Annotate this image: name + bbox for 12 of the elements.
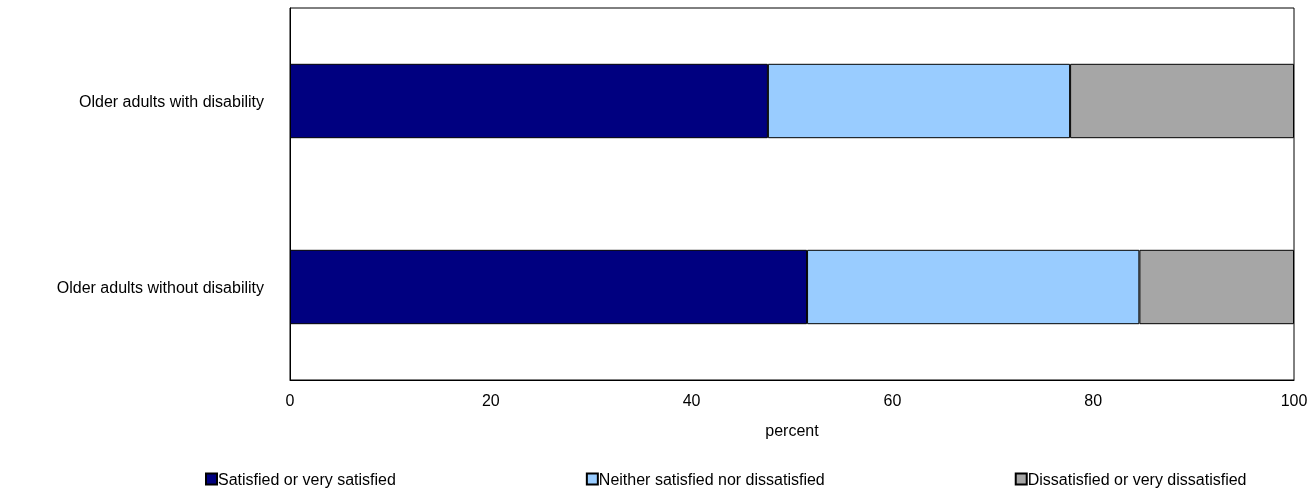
x-axis-title: percent [765, 421, 820, 439]
legend-label: Neither satisfied nor dissatisfied [598, 470, 825, 488]
x-tick-label: 40 [682, 391, 701, 409]
x-tick-label: 100 [1280, 391, 1308, 409]
y-tick-label: Older adults without disability [56, 278, 264, 296]
x-tick-label: 60 [883, 391, 902, 409]
x-tick-label: 0 [285, 391, 295, 409]
legend-label: Satisfied or very satisfied [218, 470, 396, 488]
legend-label: Dissatisfied or very dissatisfied [1027, 470, 1247, 488]
x-tick-label: 20 [481, 391, 500, 409]
x-tick-label: 80 [1084, 391, 1103, 409]
y-tick-label: Older adults with disability [79, 92, 264, 110]
